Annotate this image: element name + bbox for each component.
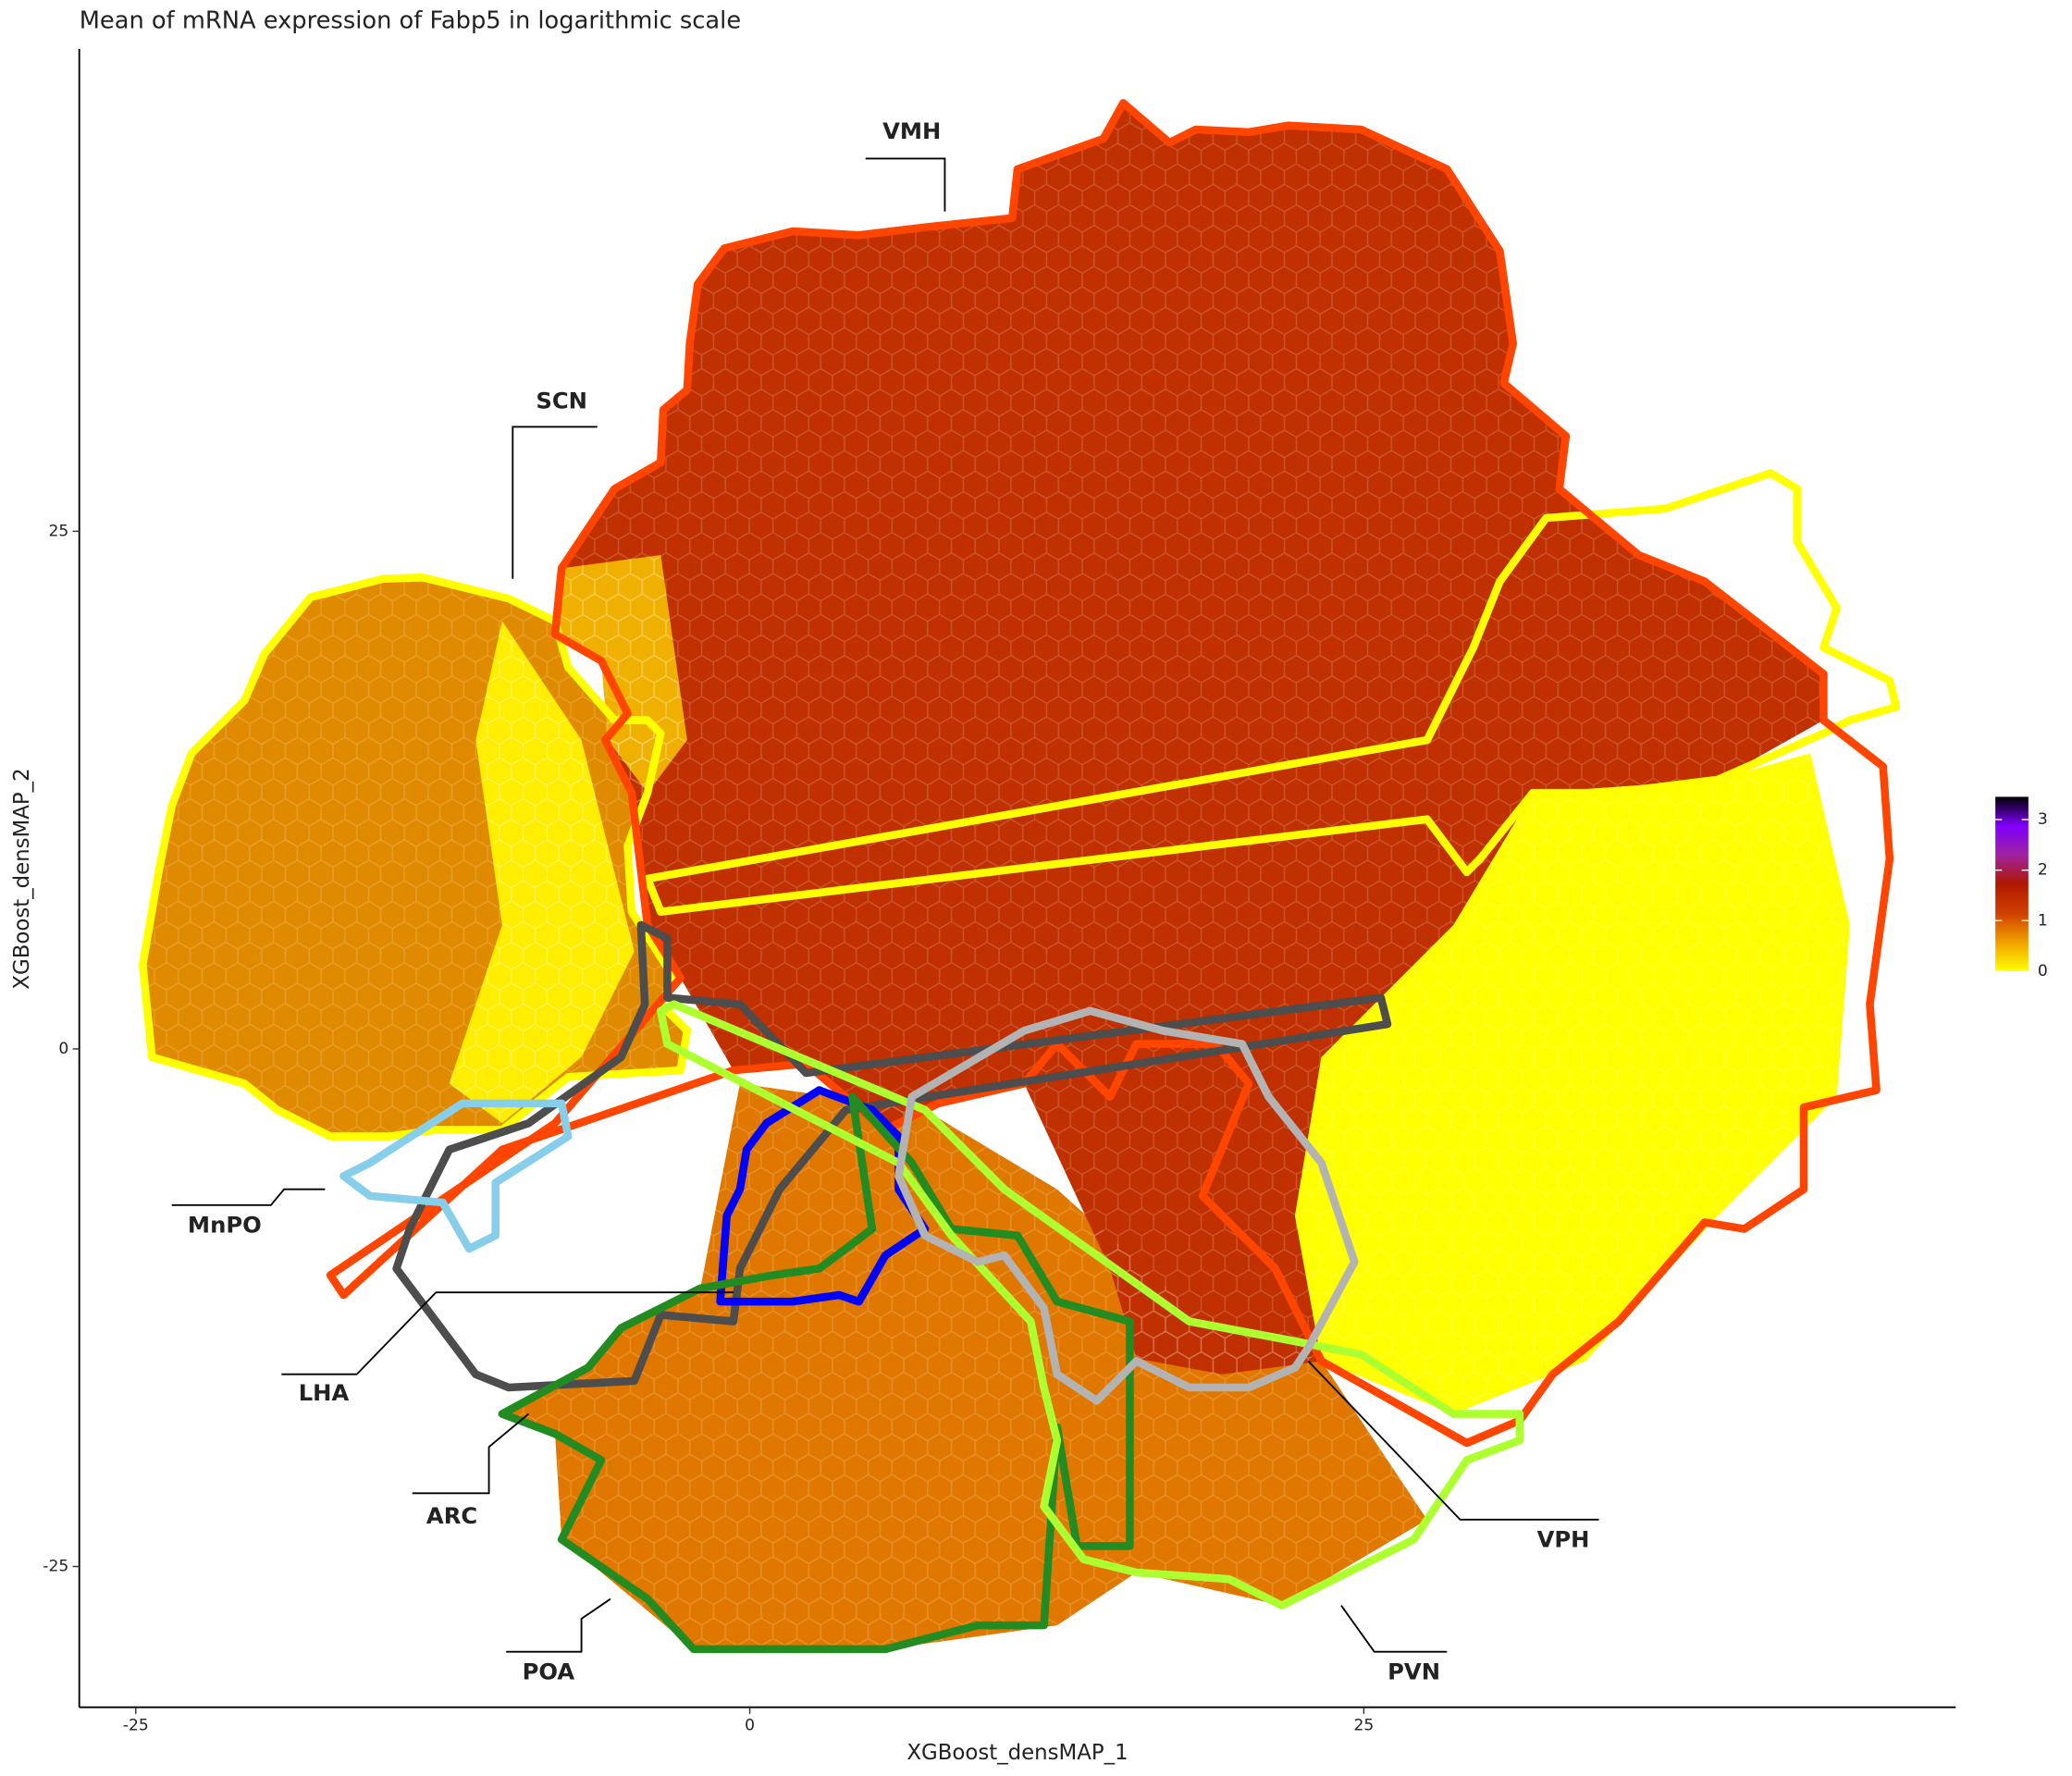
x-tick-label: 0 [745, 1717, 755, 1735]
hex-texture [555, 555, 687, 794]
leader-line [171, 1188, 326, 1206]
y-tick-label: -25 [43, 1558, 68, 1576]
leader-line [506, 1597, 611, 1653]
region-label: MnPO [188, 1212, 262, 1239]
hex-texture [555, 103, 1824, 1375]
leader-line [412, 1412, 530, 1495]
y-axis-title: XGBoost_densMAP_2 [10, 768, 34, 989]
hex-texture [449, 621, 635, 1124]
hex-texture [501, 1083, 1427, 1649]
x-tick-label: -25 [123, 1717, 149, 1735]
region-label: SCN [536, 387, 587, 413]
density-field [142, 103, 1850, 1649]
leader-line [281, 1291, 734, 1375]
region-label: PVN [1388, 1659, 1440, 1685]
leader-lines [171, 157, 1599, 1653]
colorbar-tick-label: 2 [2038, 861, 2048, 880]
chart-title: Mean of mRNA expression of Fabp5 in loga… [80, 6, 741, 34]
colorbar-tick-label: 1 [2038, 911, 2048, 930]
region-contour [894, 1006, 1359, 1405]
region-contour [392, 920, 1392, 1392]
x-tick-label: 25 [1353, 1717, 1374, 1735]
x-axis-title: XGBoost_densMAP_1 [906, 1741, 1128, 1765]
colorbar [1995, 796, 2029, 971]
region-contour [139, 574, 692, 1141]
region-contour [498, 1092, 1134, 1654]
region-contour [716, 1086, 930, 1306]
region-contours [139, 99, 1901, 1654]
region-label: VMH [882, 117, 941, 144]
leader-line [1340, 1605, 1448, 1653]
y-tick-label: 0 [58, 1040, 68, 1058]
region-contour [326, 99, 1894, 1448]
hex-texture [1295, 753, 1850, 1414]
colorbar-tick-label: 3 [2038, 810, 2048, 829]
region-label: VPH [1537, 1526, 1590, 1553]
leader-line [512, 426, 598, 579]
region-label: ARC [426, 1502, 477, 1529]
leader-line [1307, 1360, 1599, 1521]
region-contour [657, 1000, 1524, 1610]
region-contour [643, 469, 1901, 917]
colorbar-tick-label: 0 [2038, 962, 2048, 980]
region-contour [339, 1099, 573, 1253]
region-label: POA [523, 1659, 575, 1685]
region-label: LHA [299, 1379, 350, 1406]
y-tick-label: 25 [48, 522, 68, 540]
leader-line [865, 157, 946, 212]
